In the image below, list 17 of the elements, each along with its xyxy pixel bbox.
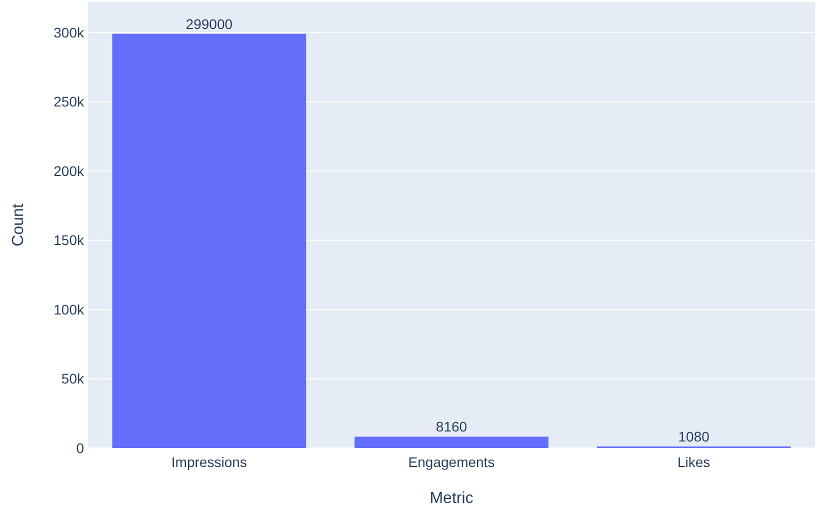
bar: [112, 34, 306, 448]
y-tick-label: 250k: [54, 94, 85, 110]
data-label: 8160: [436, 418, 468, 435]
y-tick-label: 50k: [61, 370, 85, 387]
x-tick-label: Impressions: [171, 454, 247, 470]
bar: [354, 436, 548, 448]
y-axis-title: Count: [10, 203, 27, 246]
data-label: 1080: [678, 428, 710, 445]
y-tick-label: 100k: [54, 301, 85, 318]
y-tick-label: 150k: [54, 232, 85, 248]
y-tick-label: 0: [76, 440, 84, 456]
data-label: 299000: [186, 16, 233, 32]
x-tick-label: Likes: [677, 454, 710, 470]
x-tick-label: Engagements: [408, 454, 495, 470]
x-axis-title: Metric: [430, 490, 474, 506]
y-tick-label: 200k: [54, 162, 85, 179]
y-tick-label: 300k: [54, 24, 85, 40]
